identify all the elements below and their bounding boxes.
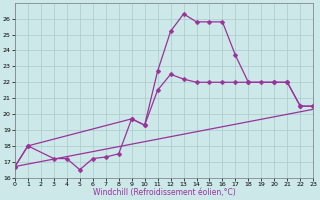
X-axis label: Windchill (Refroidissement éolien,°C): Windchill (Refroidissement éolien,°C)	[93, 188, 236, 197]
